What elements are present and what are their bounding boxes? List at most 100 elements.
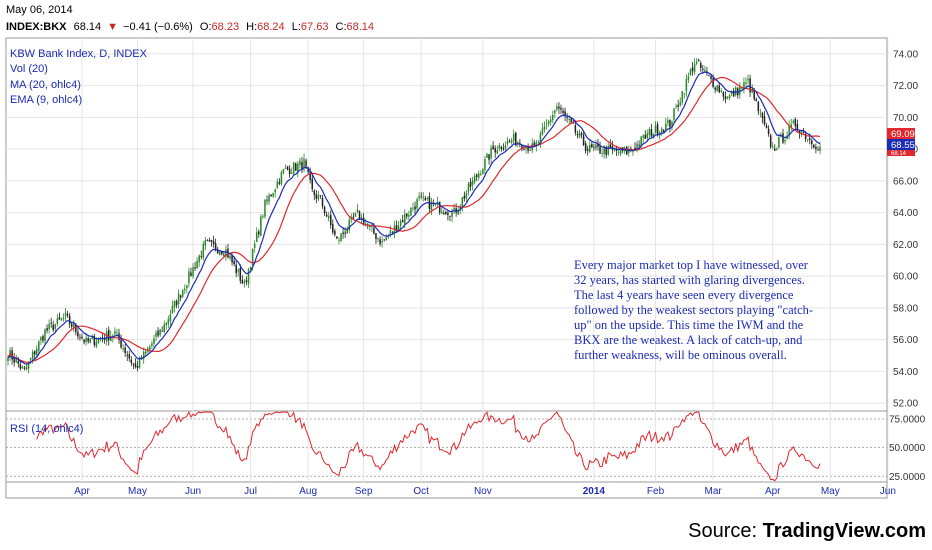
candle-body xyxy=(473,176,476,183)
candle-body xyxy=(348,219,351,231)
candle xyxy=(416,197,418,213)
annotation-line: BKX are the weakest. A lack of catch-up,… xyxy=(574,333,803,347)
candle-body xyxy=(93,335,96,345)
candle-body xyxy=(239,268,242,281)
candle-body xyxy=(223,254,225,256)
candle-body xyxy=(280,172,283,184)
candle-body xyxy=(292,162,295,174)
candle-body xyxy=(529,150,531,151)
candle-body xyxy=(200,256,203,257)
candle xyxy=(179,294,182,302)
candle xyxy=(375,232,377,245)
candle-body xyxy=(204,240,207,246)
candle xyxy=(554,109,556,118)
candle-body xyxy=(615,149,618,151)
candle-body xyxy=(179,295,182,298)
header-change: −0.41 (−0.6%) xyxy=(123,21,193,33)
candle-body xyxy=(89,338,91,343)
ema-badge-text: 68.14 xyxy=(891,151,907,157)
candle xyxy=(286,165,289,171)
candle xyxy=(471,176,474,191)
candle-body xyxy=(778,137,780,148)
candle xyxy=(177,289,180,309)
candle xyxy=(40,335,42,345)
candle-body xyxy=(225,249,227,257)
candle-body xyxy=(163,324,166,333)
candle-body xyxy=(712,78,714,87)
candle xyxy=(206,239,209,242)
candle xyxy=(695,58,698,66)
candle-body xyxy=(683,92,686,94)
candle-body xyxy=(759,111,762,113)
candle-body xyxy=(508,140,511,142)
candle xyxy=(806,139,809,143)
candle-body xyxy=(609,144,612,148)
candle xyxy=(391,230,394,234)
candle-body xyxy=(383,239,385,241)
candle xyxy=(198,254,200,267)
candle xyxy=(720,88,723,93)
candle xyxy=(260,214,262,237)
candle-body xyxy=(673,108,675,120)
candle-body xyxy=(258,231,260,235)
candle-body xyxy=(628,150,630,153)
candle-body xyxy=(693,63,696,73)
candle xyxy=(243,278,246,288)
candle xyxy=(759,109,762,118)
candle xyxy=(496,145,499,155)
candle-body xyxy=(260,216,262,236)
price-axis: 52.00 54.00 56.00 58.00 60.00 62.00 64.00 66.00… xyxy=(893,49,918,409)
candle-body xyxy=(38,341,40,351)
candle-body xyxy=(732,90,735,97)
candle xyxy=(19,361,22,371)
candle-body xyxy=(122,348,124,350)
candle-body xyxy=(774,148,776,151)
legend-ema: EMA (9, ohlc4) xyxy=(10,94,82,106)
candle-body xyxy=(634,147,636,151)
candle-body xyxy=(309,171,311,180)
candle xyxy=(208,237,211,243)
candle xyxy=(422,191,425,202)
candle-body xyxy=(765,125,768,128)
rsi-tick-label: 50.0000 xyxy=(889,443,926,454)
l-label: L: xyxy=(292,21,301,33)
candle-body xyxy=(539,133,542,144)
price-tick-label: 60.00 xyxy=(893,272,918,283)
candle-body xyxy=(535,142,538,147)
candle-body xyxy=(718,85,721,93)
candle-body xyxy=(642,135,644,138)
candle-body xyxy=(753,89,755,100)
candle-body xyxy=(547,121,550,125)
candle xyxy=(588,139,591,153)
candle xyxy=(685,74,688,97)
ema-badge xyxy=(887,150,915,156)
price-tick-label: 66.00 xyxy=(893,176,918,187)
candle-body xyxy=(665,123,667,131)
candle xyxy=(743,77,745,94)
candle xyxy=(295,162,297,171)
candle xyxy=(66,310,69,318)
annotation-line: up" on the upside. This time the IWM and… xyxy=(574,318,804,332)
candle-body xyxy=(757,101,760,112)
candle xyxy=(595,139,597,151)
candle xyxy=(241,275,244,285)
candle-body xyxy=(700,63,702,69)
candle-body xyxy=(171,305,174,314)
candle xyxy=(321,194,324,209)
candle xyxy=(494,145,496,158)
price-tick-label: 64.00 xyxy=(893,208,918,219)
candle-body xyxy=(514,132,517,146)
candle-body xyxy=(7,357,9,362)
candle-body xyxy=(303,159,305,169)
candle xyxy=(383,239,385,242)
candle-body xyxy=(541,128,544,135)
candle-body xyxy=(646,133,649,138)
candle xyxy=(46,324,48,334)
candle-body xyxy=(761,112,764,119)
candle-body xyxy=(36,348,38,356)
candle-body xyxy=(584,143,587,151)
candle xyxy=(601,148,603,158)
candle-body xyxy=(420,195,422,197)
candle xyxy=(52,320,54,332)
candle-body xyxy=(648,129,651,136)
